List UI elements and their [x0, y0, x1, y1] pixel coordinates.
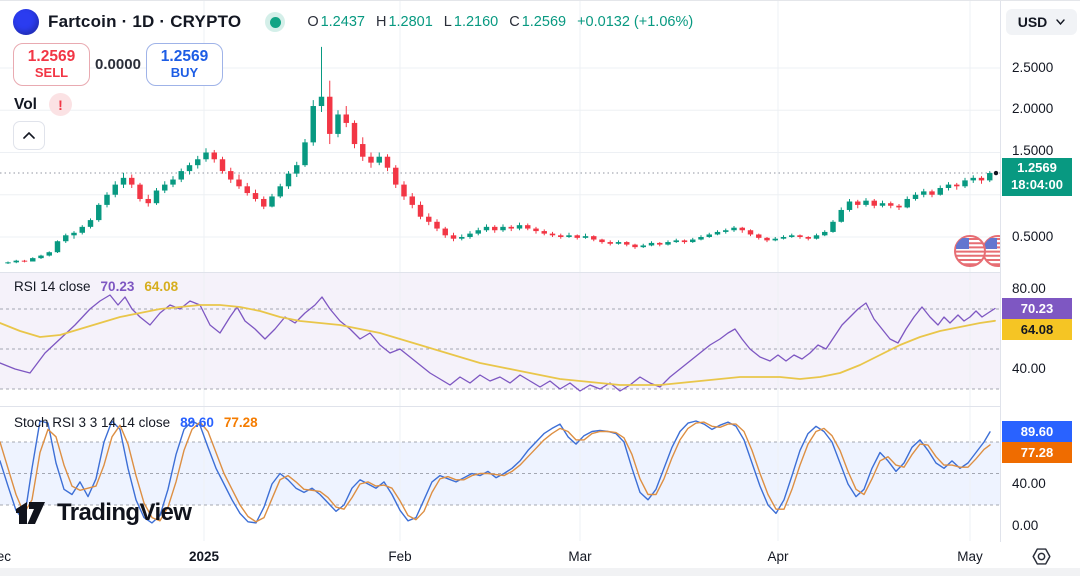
spread-value: 0.0000	[95, 56, 141, 73]
time-label-apr: Apr	[767, 549, 789, 564]
close-value: 1.2569	[521, 14, 567, 30]
tradingview-logo[interactable]: TradingView	[16, 499, 192, 527]
tradingview-wordmark: TradingView	[57, 499, 192, 526]
buy-label: BUY	[170, 64, 199, 80]
open-value: 1.2437	[320, 14, 365, 30]
stoch-k-value-badge: 89.60	[1002, 421, 1072, 442]
rsi-pane	[0, 273, 1000, 406]
price-tick-1-5: 1.5000	[1012, 143, 1054, 158]
stoch-k-current-value: 89.60	[180, 415, 214, 430]
high-label: H	[375, 14, 387, 30]
stoch-d-current-value: 77.28	[223, 415, 258, 430]
time-label-2025: 2025	[188, 549, 220, 564]
volume-indicator-label[interactable]: Vol	[14, 95, 37, 113]
rsi-tick-40: 40.00	[1012, 361, 1046, 376]
rsi-legend[interactable]: RSI 14 close 70.23 64.08	[14, 279, 178, 294]
change-value: +0.0132 (+1.06%)	[577, 14, 694, 30]
low-label: L	[443, 14, 452, 30]
open-label: O	[307, 14, 319, 30]
pane-separator[interactable]	[0, 406, 1080, 407]
symbol-header: Fartcoin · 1D · CRYPTO O 1.2437 H 1.2801 L…	[13, 9, 693, 35]
rsi-tick-80: 80.00	[1012, 281, 1046, 296]
rsi-value-badge: 70.23	[1002, 298, 1072, 319]
close-label: C	[509, 14, 520, 30]
ohlc-readout: O 1.2437 H 1.2801 L 1.2160 C 1.2569 +0.0132 …	[307, 14, 693, 30]
stoch-d-value-badge: 77.28	[1002, 442, 1072, 463]
chevron-down-icon	[1056, 19, 1065, 25]
time-scale-axis[interactable]: Dec 2025 Feb Mar Apr May	[0, 542, 1080, 576]
chevron-up-icon	[23, 132, 35, 139]
rsi-title[interactable]: RSI 14 close	[14, 279, 91, 294]
volume-warning-icon[interactable]: !	[48, 93, 72, 116]
market-status-icon[interactable]	[265, 12, 286, 32]
pane-separator[interactable]	[0, 272, 1080, 273]
time-label-dec: Dec	[0, 549, 12, 564]
last-price-value: 1.2569	[1017, 160, 1057, 176]
stoch-rsi-legend[interactable]: Stoch RSI 3 3 14 14 close 89.60 77.28	[14, 415, 258, 430]
sell-price: 1.2569	[27, 48, 76, 66]
buy-button[interactable]: 1.2569 BUY	[146, 43, 223, 86]
price-tick-2-0: 2.0000	[1012, 101, 1054, 116]
sell-label: SELL	[34, 64, 69, 80]
stoch-tick-0: 0.00	[1012, 518, 1039, 533]
stoch-tick-40: 40.00	[1012, 476, 1046, 491]
time-label-may: May	[957, 549, 983, 564]
bottom-edge-strip	[0, 568, 1080, 576]
currency-selector[interactable]: USD	[1006, 9, 1077, 35]
last-price-badge: 1.2569 18:04:00	[1002, 158, 1072, 196]
collapse-legend-button[interactable]	[13, 121, 45, 150]
high-value: 1.2801	[388, 14, 433, 30]
price-scale-axis[interactable]: USD 2.5000 2.0000 1.5000 0.5000 1.2569 1…	[1000, 1, 1080, 542]
price-pane	[0, 1, 1000, 272]
stoch-rsi-title[interactable]: Stoch RSI 3 3 14 14 close	[14, 415, 171, 430]
price-tick-0-5: 0.5000	[1012, 229, 1054, 244]
fartcoin-logo-icon	[13, 9, 39, 35]
rsi-ma-current-value: 64.08	[144, 279, 179, 294]
low-value: 1.2160	[453, 14, 499, 30]
symbol-title[interactable]: Fartcoin · 1D · CRYPTO	[48, 12, 242, 31]
time-label-feb: Feb	[388, 549, 412, 564]
candlestick-chart-canvas[interactable]	[0, 1, 1000, 272]
tradingview-mark-icon	[16, 502, 45, 524]
sell-button[interactable]: 1.2569 SELL	[13, 43, 90, 86]
rsi-current-value: 70.23	[100, 279, 135, 294]
countdown-timer: 18:04:00	[1010, 177, 1064, 192]
rsi-chart-canvas[interactable]	[0, 273, 1000, 406]
price-tick-2-5: 2.5000	[1012, 60, 1054, 75]
time-axis-settings-gear-icon[interactable]	[1031, 546, 1052, 567]
buy-price: 1.2569	[160, 48, 209, 66]
stoch-rsi-chart-canvas[interactable]	[0, 407, 1000, 541]
rsi-ma-value-badge: 64.08	[1002, 319, 1072, 340]
stoch-rsi-pane	[0, 407, 1000, 541]
exchange-watermark-icon	[954, 235, 1000, 267]
time-label-mar: Mar	[568, 549, 592, 564]
currency-label: USD	[1017, 14, 1048, 30]
